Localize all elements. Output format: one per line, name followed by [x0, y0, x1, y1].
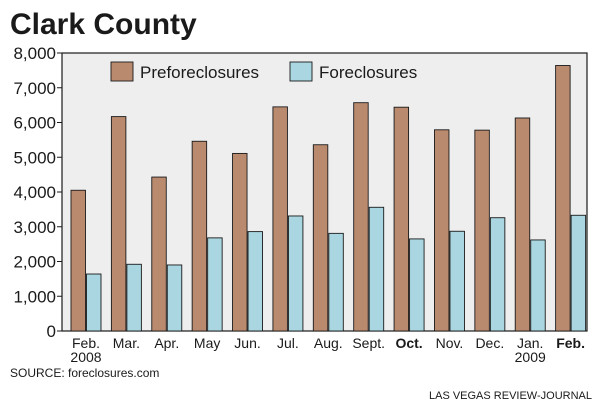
source-note: SOURCE: foreclosures.com: [10, 366, 159, 380]
x-tick-label: Mar.: [113, 335, 140, 351]
bar-preforeclosures: [353, 102, 369, 332]
bar-preforeclosures: [312, 144, 329, 332]
y-tick-label: 1,000: [13, 287, 56, 306]
legend-swatch: [110, 61, 134, 82]
legend-label: Foreclosures: [319, 63, 417, 82]
bar-foreclosures: [247, 231, 263, 332]
bar-foreclosures: [328, 232, 344, 332]
x-tick-label: Oct.: [395, 335, 422, 351]
x-tick-sublabel: 2008: [70, 349, 101, 365]
bar-preforeclosures: [514, 117, 531, 332]
x-tick-label: Sept.: [352, 335, 385, 351]
bar-foreclosures: [530, 239, 546, 332]
x-tick-label: Jun.: [234, 335, 260, 351]
bar-preforeclosures: [191, 140, 208, 332]
bar-foreclosures: [449, 230, 465, 332]
bar-preforeclosures: [70, 189, 86, 332]
x-tick-label: Apr.: [154, 335, 179, 351]
y-tick-label: 2,000: [13, 253, 56, 272]
legend: Preforeclosures Foreclosures: [110, 61, 417, 82]
y-tick-label: 5,000: [13, 148, 56, 167]
y-axis: 0 1,000 2,000 3,000 4,000 5,000 6,000 7,000 8,00…: [13, 44, 62, 341]
x-tick-label: May: [194, 335, 220, 351]
bar-foreclosures: [570, 214, 587, 332]
bar-preforeclosures: [151, 176, 167, 332]
bar-foreclosures: [86, 273, 102, 332]
legend-swatch: [289, 61, 313, 82]
y-tick-label: 7,000: [13, 79, 56, 98]
y-tick-label: 4,000: [13, 183, 56, 202]
legend-label: Preforeclosures: [140, 63, 259, 82]
y-tick-label: 0: [47, 322, 56, 341]
y-tick-label: 6,000: [13, 114, 56, 133]
bar-preforeclosures: [434, 129, 450, 332]
x-tick-label: Jul.: [277, 335, 299, 351]
bar-preforeclosures: [272, 106, 288, 332]
bar-preforeclosures: [110, 116, 127, 332]
x-tick-label: Feb.: [556, 335, 585, 351]
x-tick-label: Feb.: [72, 335, 100, 351]
x-tick-label: Aug.: [314, 335, 343, 351]
bar-foreclosures: [368, 206, 385, 332]
y-tick-label: 3,000: [13, 218, 56, 237]
x-tick-label: Dec.: [475, 335, 504, 351]
bar-foreclosures: [409, 238, 425, 332]
bar-preforeclosures: [393, 106, 410, 332]
bar-foreclosures: [126, 263, 142, 332]
bar-foreclosures: [207, 237, 223, 332]
y-tick-label: 8,000: [13, 44, 56, 63]
bars: [70, 65, 587, 332]
bar-preforeclosures: [555, 65, 571, 332]
bar-foreclosures: [166, 264, 183, 332]
bar-preforeclosures: [232, 152, 248, 332]
bar-preforeclosures: [474, 129, 490, 332]
bar-foreclosures: [489, 217, 506, 332]
chart-title: Clark County: [10, 8, 197, 41]
credit-line: LAS VEGAS REVIEW-JOURNAL: [429, 390, 592, 402]
x-tick-label: Nov.: [436, 335, 464, 351]
bar-foreclosures: [287, 215, 304, 332]
x-tick-sublabel: 2009: [515, 349, 546, 365]
x-tick-label: Jan.: [517, 335, 543, 351]
